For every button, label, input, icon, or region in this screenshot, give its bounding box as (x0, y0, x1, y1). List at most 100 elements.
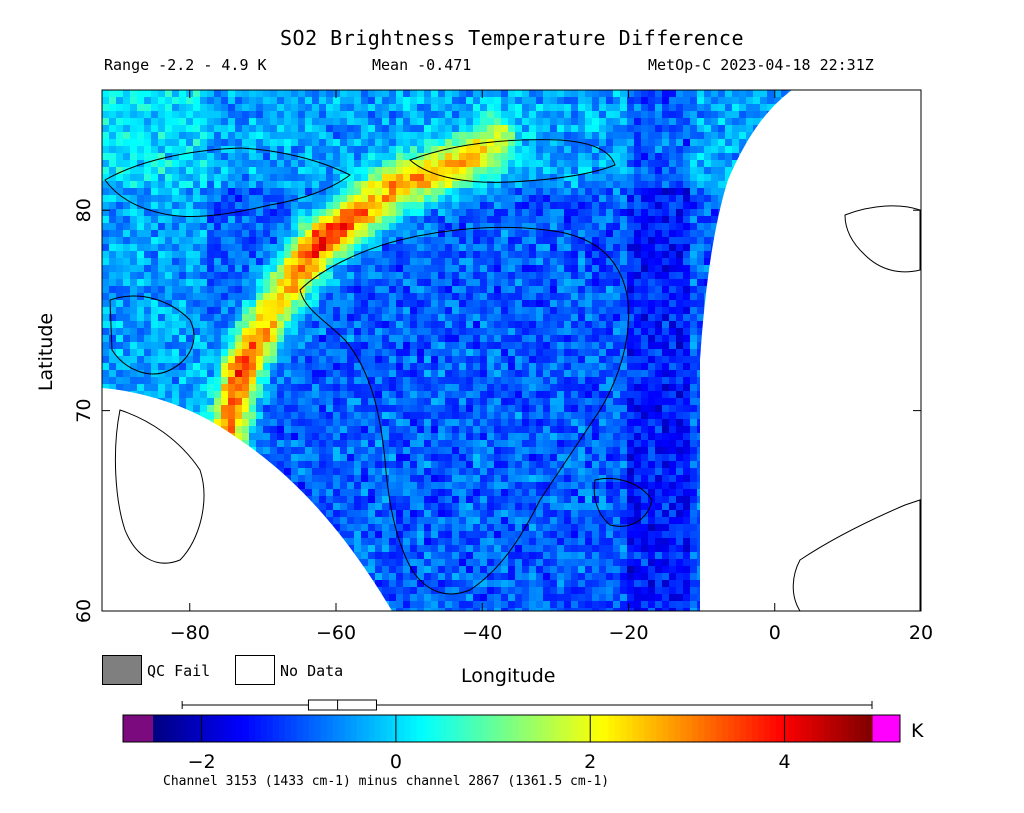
colorbar-segment (242, 715, 250, 742)
colorbar-tick-label: 4 (779, 751, 791, 773)
colorbar-segment (626, 715, 633, 742)
colorbar-segment (212, 715, 220, 742)
colorbar-segment (728, 715, 735, 742)
colorbar-segment (272, 715, 280, 742)
colorbar-tick-label: −2 (188, 751, 216, 773)
chart-title: SO2 Brightness Temperature Difference (279, 26, 745, 50)
colorbar-segment (824, 715, 831, 742)
colorbar-segment (332, 715, 340, 742)
colorbar-segment (662, 715, 669, 742)
y-axis-label: Latitude (35, 312, 57, 392)
colorbar-segment (710, 715, 717, 742)
colorbar-segment (153, 715, 160, 742)
colorbar-segment (758, 715, 765, 742)
x-axis-label: Longitude (461, 665, 556, 687)
colorbar-segment (788, 715, 795, 742)
y-tick-label: 70 (73, 399, 95, 423)
colorbar-segment (596, 715, 603, 742)
colorbar-segment (440, 715, 448, 742)
colorbar-segment (494, 715, 502, 742)
colorbar-segment (776, 715, 783, 742)
colorbar-segment (782, 715, 789, 742)
colorbar-segment (794, 715, 801, 742)
colorbar-segment (314, 715, 322, 742)
colorbar-segment (812, 715, 819, 742)
y-axis: 60 70 80 (73, 198, 921, 623)
colorbar-segment (842, 715, 849, 742)
colorbar-segment (512, 715, 520, 742)
colorbar-tick-label: 2 (584, 751, 596, 773)
colorbar-segment (506, 715, 514, 742)
colorbar-segment (422, 715, 430, 742)
colorbar-segment (278, 715, 286, 742)
colorbar-segment (428, 715, 436, 742)
colorbar-segment (560, 715, 568, 742)
colorbar-segment (608, 715, 615, 742)
colorbar-segment (572, 715, 580, 742)
colorbar-segment (818, 715, 825, 742)
colorbar-segment (410, 715, 418, 742)
coastline-4 (593, 477, 653, 527)
x-tick-label: −20 (608, 622, 648, 644)
colorbar-segment (284, 715, 292, 742)
colorbar-segment (308, 715, 316, 742)
colorbar-segment (266, 715, 274, 742)
colorbar-segment (632, 715, 639, 742)
colorbar-unit: K (911, 720, 924, 742)
colorbar-boxplot (181, 699, 873, 711)
colorbar-segment (638, 715, 645, 742)
colorbar: −2 0 2 4 (122, 714, 901, 773)
colorbar-segment (416, 715, 424, 742)
colorbar-segment (206, 715, 214, 742)
colorbar-segment (740, 715, 747, 742)
colorbar-segment (458, 715, 466, 742)
no-data-east (700, 90, 921, 611)
range-stat: Range -2.2 - 4.9 K (104, 56, 267, 74)
colorbar-segment (182, 715, 190, 742)
colorbar-segment (260, 715, 268, 742)
no-data-label: No Data (280, 662, 344, 680)
colorbar-segment (344, 715, 352, 742)
colorbar-segment (686, 715, 693, 742)
colorbar-frame (122, 714, 901, 743)
qc-fail-label: QC Fail (147, 662, 211, 680)
coastline-1 (104, 147, 351, 218)
colorbar-segment (452, 715, 460, 742)
colorbar-segment (464, 715, 472, 742)
x-tick-label: 0 (769, 622, 781, 644)
channel-footnote: Channel 3153 (1433 cm-1) minus channel 2… (163, 774, 610, 789)
boxplot-box (307, 699, 377, 711)
colorbar-segment (614, 715, 621, 742)
colorbar-underflow (123, 715, 153, 742)
y-tick-label: 80 (73, 198, 95, 222)
colorbar-segment (692, 715, 699, 742)
colorbar-segment (668, 715, 675, 742)
colorbar-segment (230, 715, 238, 742)
colorbar-segment (320, 715, 328, 742)
colorbar-segment (752, 715, 759, 742)
colorbar-segment (800, 715, 807, 742)
colorbar-segment (350, 715, 358, 742)
colorbar-segment (446, 715, 454, 742)
colorbar-segment (578, 715, 585, 742)
colorbar-segment (548, 715, 556, 742)
no-data-swatch (235, 655, 275, 685)
colorbar-segment (326, 715, 334, 742)
colorbar-segment (806, 715, 813, 742)
colorbar-segment (290, 715, 298, 742)
colorbar-segment (542, 715, 550, 742)
x-tick-label: −40 (462, 622, 502, 644)
coastline-layer (104, 139, 921, 611)
no-data-southwest (102, 388, 392, 611)
x-axis: −80 −60 −40 −20 0 20 (170, 90, 933, 644)
satellite-time: MetOp-C 2023-04-18 22:31Z (648, 56, 874, 74)
colorbar-segment (164, 715, 172, 742)
colorbar-segment (158, 715, 166, 742)
colorbar-segment (566, 715, 574, 742)
x-tick-label: −80 (170, 622, 210, 644)
colorbar-segment (554, 715, 562, 742)
colorbar-segment (530, 715, 538, 742)
colorbar-segment (338, 715, 346, 742)
plot-frame (101, 89, 922, 612)
